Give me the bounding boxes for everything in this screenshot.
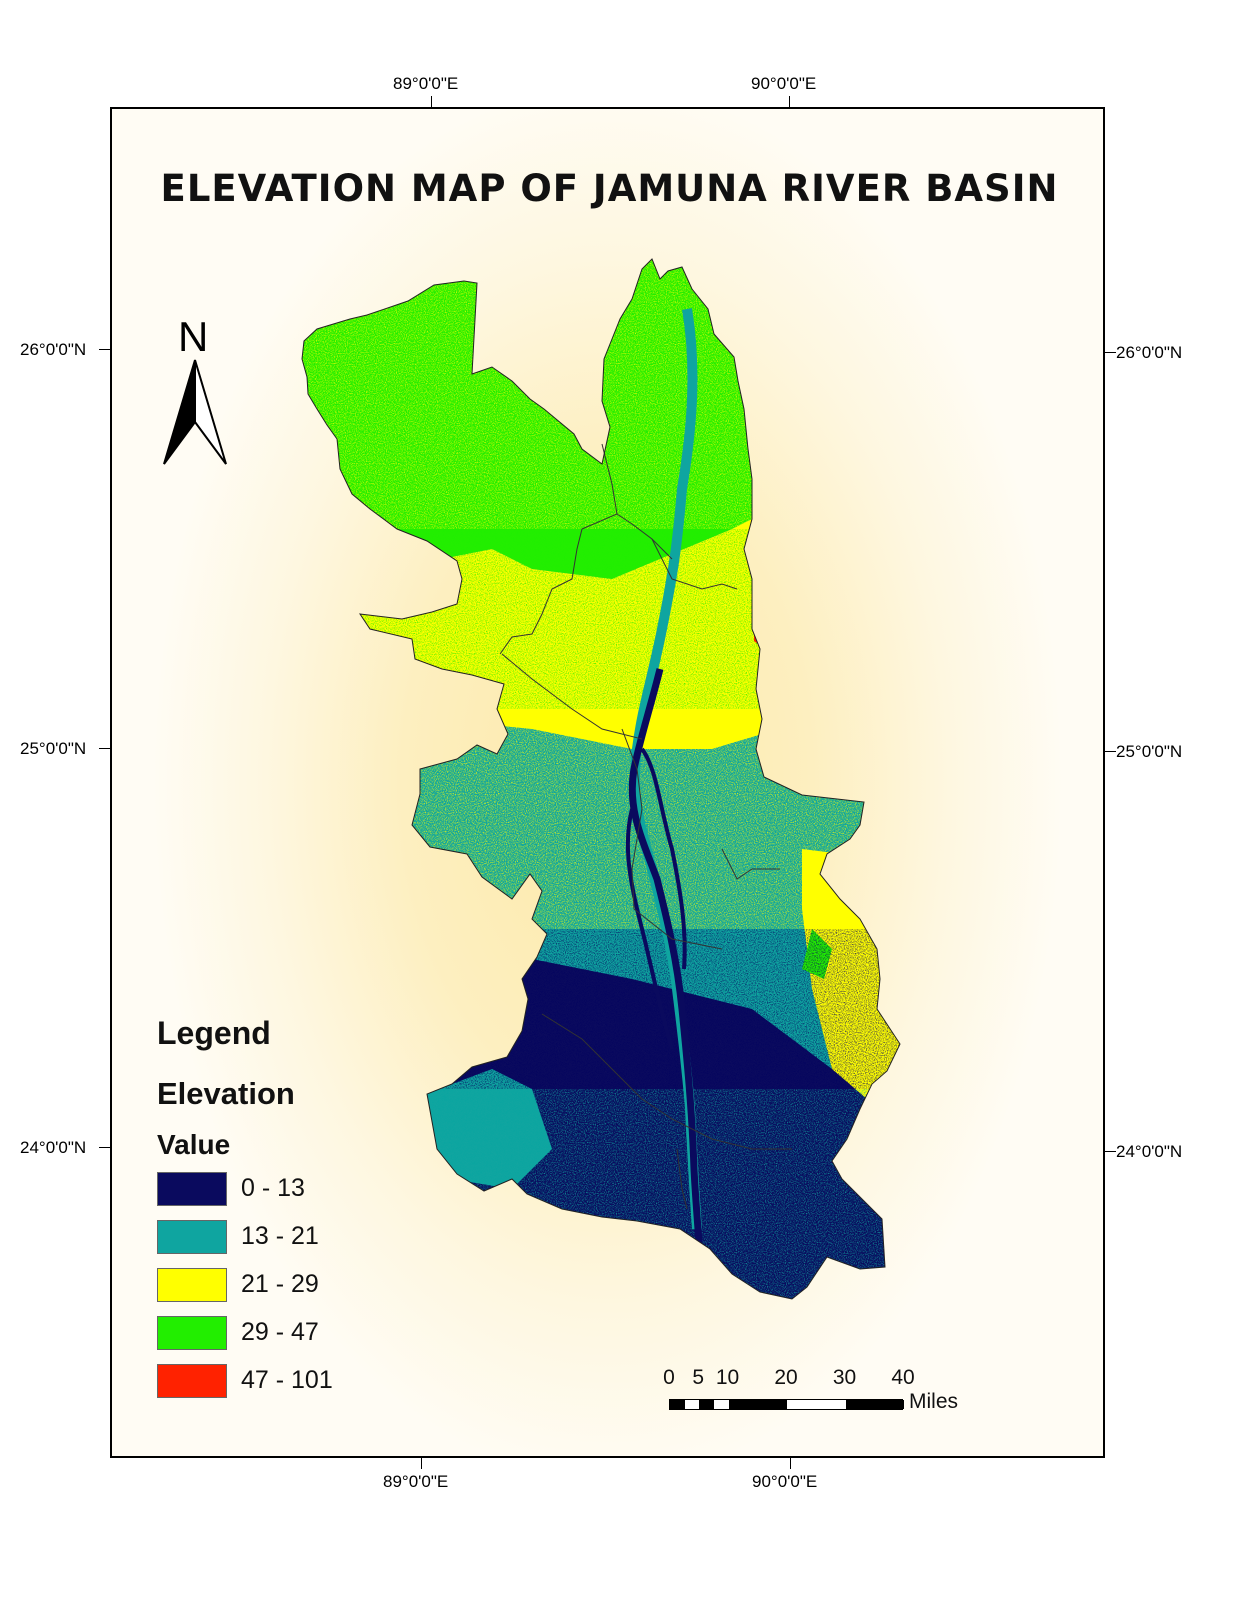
right-tick-3: [1105, 1151, 1116, 1152]
top-tick-2: [789, 96, 790, 107]
north-arrow-icon: [163, 359, 227, 465]
bottom-longitude-label-2: 90°0'0"E: [752, 1472, 818, 1491]
right-latitude-label-2: 25°0'0"N: [1116, 742, 1183, 761]
left-tick-1: [99, 349, 110, 350]
left-tick-3: [99, 1147, 110, 1148]
legend-item: 21 - 29: [157, 1268, 457, 1304]
scale-tick-label: 30: [832, 1366, 857, 1389]
right-latitude-label-1: 26°0'0"N: [1116, 343, 1183, 362]
legend-label: 13 - 21: [241, 1222, 319, 1250]
legend-swatch: [157, 1268, 227, 1302]
left-latitude-label-1: 26°0'0"N: [20, 340, 87, 359]
legend-label: 47 - 101: [241, 1366, 333, 1394]
basin-outline: [301, 258, 901, 1300]
top-tick-1: [431, 96, 432, 107]
scale-tick-label: 5: [692, 1366, 705, 1389]
legend-field-name: Value: [157, 1129, 231, 1160]
legend-item: 47 - 101: [157, 1364, 457, 1400]
legend-swatch: [157, 1316, 227, 1350]
scale-units: Miles: [909, 1390, 959, 1413]
top-longitude-label-1: 89°0'0"E: [393, 74, 459, 93]
scale-segment: [845, 1400, 904, 1409]
left-latitude-label-2: 25°0'0"N: [20, 739, 87, 758]
legend-swatch: [157, 1364, 227, 1398]
scale-bar: 0 5 10 20 30 40 Miles: [663, 1366, 969, 1416]
right-latitude-label-3: 24°0'0"N: [1116, 1142, 1183, 1161]
map-title: ELEVATION MAP OF JAMUNA RIVER BASIN: [160, 167, 1059, 210]
legend-swatch: [157, 1172, 227, 1206]
scale-segment: [684, 1400, 700, 1409]
bottom-longitude-label-1: 89°0'0"E: [383, 1472, 449, 1491]
north-label: N: [178, 313, 209, 360]
left-tick-2: [99, 748, 110, 749]
map-frame: ELEVATION MAP OF JAMUNA RIVER BASIN: [110, 107, 1105, 1458]
scale-strip: [669, 1399, 904, 1410]
legend-swatch: [157, 1220, 227, 1254]
legend-label: 0 - 13: [241, 1174, 305, 1202]
scale-segment: [787, 1400, 846, 1409]
legend-item: 13 - 21: [157, 1220, 457, 1256]
right-tick-2: [1105, 751, 1116, 752]
basin-elevation-raster: [302, 259, 900, 1299]
scale-segment: [670, 1400, 685, 1409]
district-boundaries: [499, 443, 792, 1210]
bottom-tick-2: [790, 1458, 791, 1469]
scale-segment: [713, 1400, 729, 1409]
right-tick-1: [1105, 352, 1116, 353]
left-latitude-label-3: 24°0'0"N: [20, 1138, 87, 1157]
bottom-tick-1: [421, 1458, 422, 1469]
legend-item: 0 - 13: [157, 1172, 457, 1208]
scale-tick-label: 0: [663, 1366, 675, 1389]
scale-tick-label: 40: [891, 1366, 915, 1389]
legend-label: 29 - 47: [241, 1318, 319, 1346]
legend-title: Legend: [157, 1015, 271, 1051]
legend-layer-name: Elevation: [157, 1076, 295, 1111]
top-longitude-label-2: 90°0'0"E: [751, 74, 817, 93]
scale-segment: [728, 1400, 787, 1409]
legend-label: 21 - 29: [241, 1270, 319, 1298]
scale-tick-label: 20: [774, 1366, 798, 1389]
elevation-map: [301, 258, 901, 1300]
scale-tick-label: 10: [715, 1366, 740, 1389]
legend-item: 29 - 47: [157, 1316, 457, 1352]
scale-segment: [699, 1400, 714, 1409]
